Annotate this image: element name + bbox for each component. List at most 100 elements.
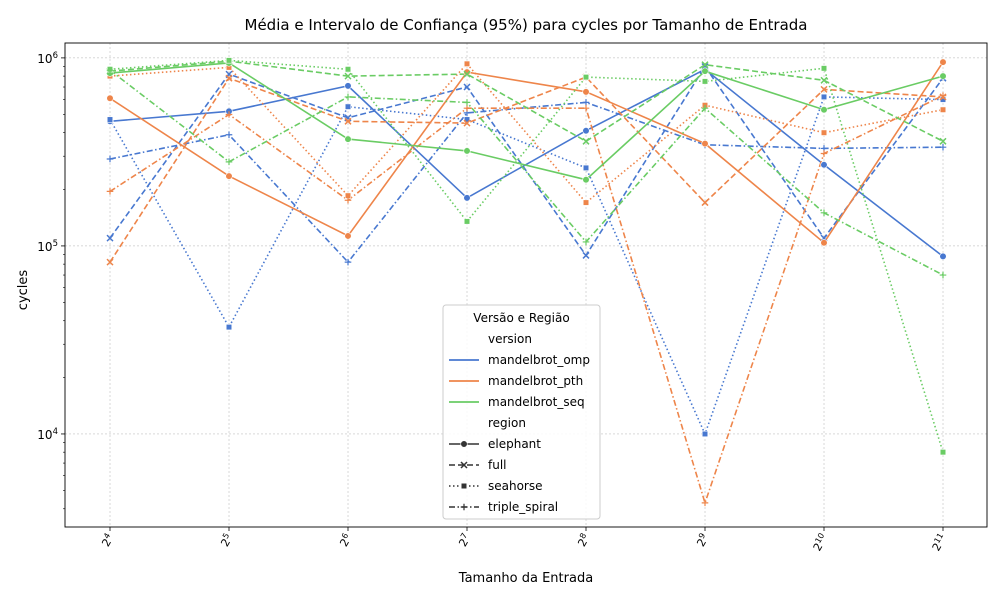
data-point-mandelbrot_pth-seahorse — [820, 129, 828, 136]
series-line-mandelbrot_pth-triple_spiral — [109, 94, 944, 506]
data-point-mandelbrot_seq-elephant — [701, 67, 709, 75]
data-point-mandelbrot_omp-seahorse — [344, 103, 352, 110]
series-line-mandelbrot_pth-full — [109, 76, 944, 263]
y-tick-label: 106 — [37, 51, 58, 66]
data-point-mandelbrot_pth-full — [701, 199, 709, 207]
data-point-mandelbrot_seq-triple_spiral — [225, 158, 233, 166]
data-point-mandelbrot_seq-triple_spiral — [939, 271, 947, 279]
series-lines — [109, 59, 944, 506]
data-point-mandelbrot_seq-full — [701, 61, 709, 69]
legend: Versão e Região version mandelbrot_ompmand… — [442, 304, 601, 520]
y-tick-label: 105 — [37, 239, 58, 254]
data-point-mandelbrot_pth-seahorse — [939, 106, 947, 113]
data-point-mandelbrot_pth-elephant — [106, 94, 114, 102]
data-point-mandelbrot_seq-seahorse — [582, 74, 590, 81]
data-point-mandelbrot_pth-full — [344, 117, 352, 125]
data-point-mandelbrot_pth-elephant — [344, 232, 352, 240]
chart-title: Média e Intervalo de Confiança (95%) par… — [245, 16, 808, 34]
data-point-mandelbrot_seq-triple_spiral — [344, 93, 352, 101]
data-point-mandelbrot_pth-elephant — [463, 68, 471, 76]
series-markers — [106, 57, 947, 507]
series-line-mandelbrot_pth-seahorse — [109, 62, 944, 204]
data-point-mandelbrot_seq-elephant — [463, 147, 471, 155]
data-point-mandelbrot_omp-seahorse — [820, 93, 828, 101]
legend-entry-label: mandelbrot_omp — [488, 353, 590, 367]
x-axis-label: Tamanho da Entrada — [458, 571, 593, 586]
series-line-mandelbrot_seq-seahorse — [109, 59, 944, 453]
data-point-mandelbrot_seq-full — [820, 76, 828, 84]
data-point-mandelbrot_omp-triple_spiral — [582, 99, 590, 106]
data-point-mandelbrot_seq-triple_spiral — [820, 209, 828, 217]
data-point-mandelbrot_omp-elephant — [344, 82, 352, 90]
data-point-mandelbrot_seq-triple_spiral — [106, 66, 114, 74]
y-axis: 104 105 106 — [37, 51, 65, 510]
y-axis-label: cycles — [16, 270, 31, 311]
series-line-mandelbrot_seq-elephant — [109, 62, 944, 181]
series-line-mandelbrot_omp-elephant — [109, 68, 944, 258]
series-line-mandelbrot_seq-full — [109, 60, 944, 143]
data-point-mandelbrot_pth-triple_spiral — [225, 111, 233, 118]
data-point-mandelbrot_pth-seahorse — [582, 199, 590, 206]
data-point-mandelbrot_seq-full — [463, 70, 471, 78]
data-point-mandelbrot_pth-triple_spiral — [939, 92, 947, 99]
data-point-mandelbrot_pth-triple_spiral — [701, 499, 709, 507]
data-point-mandelbrot_seq-seahorse — [344, 66, 352, 73]
data-point-mandelbrot_omp-seahorse — [582, 164, 590, 171]
legend-entry-label: mandelbrot_pth — [488, 374, 583, 388]
data-point-mandelbrot_omp-elephant — [820, 161, 828, 169]
data-point-mandelbrot_pth-elephant — [820, 239, 828, 247]
data-point-mandelbrot_seq-seahorse — [701, 78, 709, 85]
legend-entry-label: mandelbrot_seq — [488, 395, 585, 409]
data-point-mandelbrot_omp-full — [582, 251, 590, 259]
legend-marker — [460, 440, 468, 448]
legend-marker — [460, 461, 468, 469]
data-point-mandelbrot_omp-seahorse — [225, 324, 233, 331]
legend-marker — [460, 482, 468, 490]
data-point-mandelbrot_omp-full — [106, 234, 114, 242]
data-point-mandelbrot_seq-triple_spiral — [701, 104, 709, 112]
data-point-mandelbrot_seq-elephant — [939, 72, 947, 80]
series-line-mandelbrot_seq-triple_spiral — [109, 69, 944, 276]
data-point-mandelbrot_pth-elephant — [225, 172, 233, 180]
data-point-mandelbrot_omp-triple_spiral — [106, 155, 114, 163]
data-point-mandelbrot_omp-elephant — [939, 252, 947, 260]
data-point-mandelbrot_seq-full — [939, 137, 947, 145]
data-point-mandelbrot_pth-seahorse — [463, 60, 471, 67]
data-point-mandelbrot_seq-seahorse — [225, 57, 233, 64]
data-point-mandelbrot_seq-full — [344, 72, 352, 80]
data-point-mandelbrot_pth-full — [106, 258, 114, 266]
data-point-mandelbrot_pth-full — [463, 119, 471, 127]
data-point-mandelbrot_seq-elephant — [344, 135, 352, 143]
legend-title: Versão e Região — [473, 311, 569, 325]
data-point-mandelbrot_pth-elephant — [582, 88, 590, 96]
legend-region-header: region — [488, 416, 526, 430]
data-point-mandelbrot_pth-triple_spiral — [820, 150, 828, 157]
plot-frame — [64, 42, 988, 528]
data-point-mandelbrot_seq-elephant — [820, 106, 828, 114]
data-point-mandelbrot_pth-full — [225, 74, 233, 82]
legend-entry-label: triple_spiral — [488, 500, 558, 514]
data-point-mandelbrot_omp-triple_spiral — [225, 131, 233, 139]
data-point-mandelbrot_pth-triple_spiral — [463, 104, 471, 112]
data-point-mandelbrot_seq-seahorse — [820, 65, 828, 72]
legend-version-header: version — [488, 332, 532, 346]
data-point-mandelbrot_pth-triple_spiral — [106, 188, 114, 195]
data-point-mandelbrot_omp-elephant — [463, 194, 471, 202]
data-point-mandelbrot_omp-seahorse — [701, 430, 709, 438]
data-point-mandelbrot_pth-triple_spiral — [344, 196, 352, 204]
legend-entry-label: seahorse — [488, 479, 543, 493]
data-point-mandelbrot_seq-triple_spiral — [463, 99, 471, 106]
data-point-mandelbrot_omp-triple_spiral — [344, 258, 352, 266]
data-point-mandelbrot_omp-triple_spiral — [939, 143, 947, 151]
legend-entry-label: elephant — [488, 437, 541, 451]
series-line-mandelbrot_omp-seahorse — [109, 96, 944, 437]
y-tick-label: 104 — [37, 427, 58, 442]
legend-entry-label: full — [488, 458, 507, 472]
data-point-mandelbrot_seq-full — [582, 137, 590, 145]
data-point-mandelbrot_pth-triple_spiral — [582, 104, 590, 112]
data-point-mandelbrot_pth-full — [820, 85, 828, 93]
data-point-mandelbrot_pth-elephant — [939, 58, 947, 66]
series-line-mandelbrot_pth-elephant — [109, 61, 944, 244]
data-point-mandelbrot_omp-full — [463, 83, 471, 91]
